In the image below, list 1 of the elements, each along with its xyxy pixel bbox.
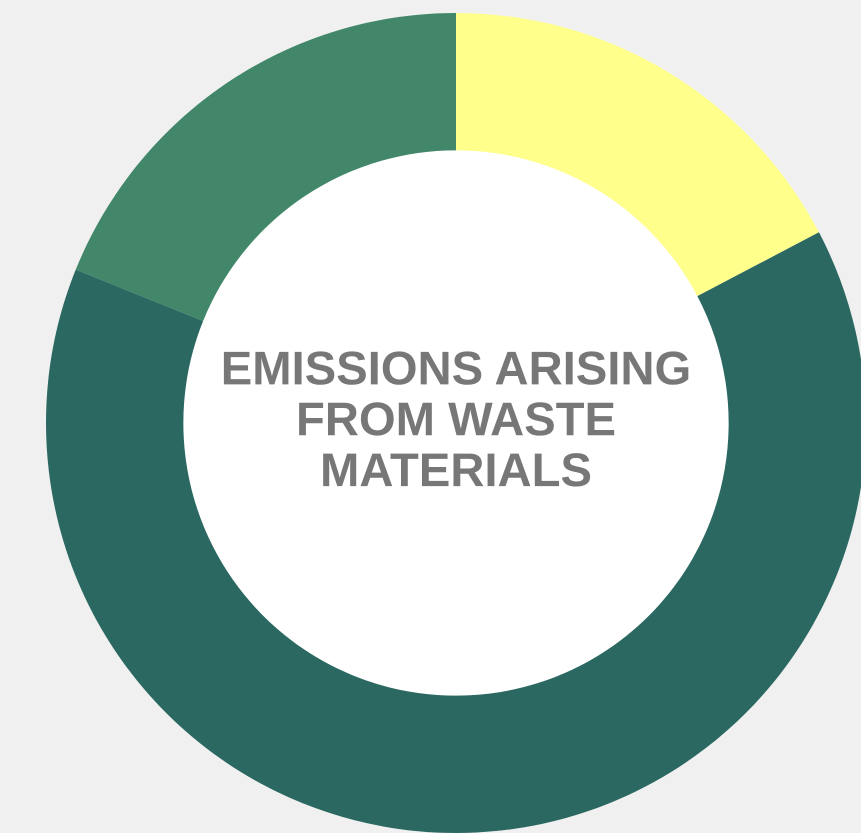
text: EMISSIONS ARISING FROM WASTE MATERIALS — [224, 351, 688, 487]
